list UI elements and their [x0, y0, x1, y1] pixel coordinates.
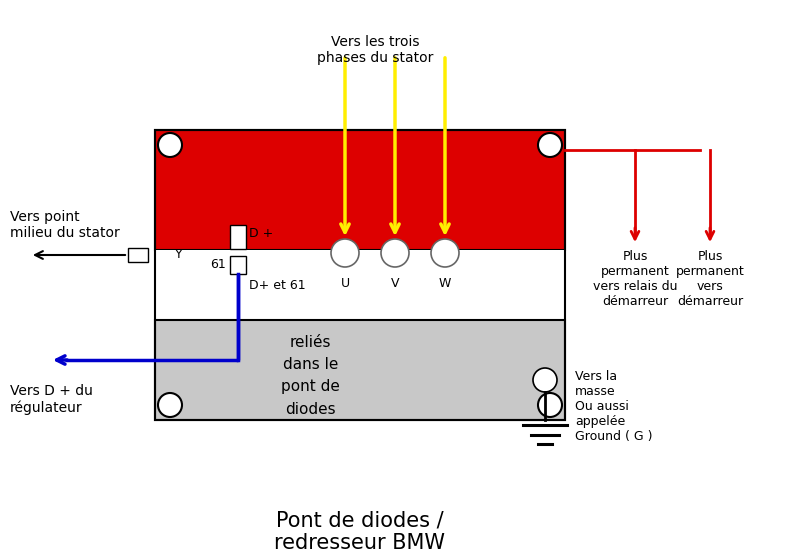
Text: Vers la
masse
Ou aussi
appelée
Ground ( G ): Vers la masse Ou aussi appelée Ground ( …: [575, 370, 653, 443]
Bar: [155, 250, 565, 320]
Text: D+ et 61: D+ et 61: [249, 279, 306, 292]
Bar: [155, 320, 565, 420]
Bar: [155, 130, 565, 250]
Text: 61: 61: [210, 258, 226, 272]
Circle shape: [331, 239, 359, 267]
Circle shape: [538, 133, 562, 157]
Circle shape: [158, 393, 182, 417]
Text: reliés
dans le
pont de
diodes: reliés dans le pont de diodes: [282, 335, 340, 416]
Bar: [128, 248, 148, 262]
Text: Vers les trois
phases du stator: Vers les trois phases du stator: [317, 35, 433, 65]
Text: Vers D + du
régulateur: Vers D + du régulateur: [10, 384, 93, 415]
Text: Pont de diodes /
redresseur BMW: Pont de diodes / redresseur BMW: [274, 510, 446, 550]
Text: Plus
permanent
vers
démarreur: Plus permanent vers démarreur: [676, 250, 744, 308]
Circle shape: [431, 239, 459, 267]
Circle shape: [381, 239, 409, 267]
Text: U: U: [341, 277, 350, 290]
Circle shape: [538, 393, 562, 417]
Text: Y: Y: [175, 249, 182, 261]
Bar: [155, 130, 565, 420]
Text: Vers point
milieu du stator: Vers point milieu du stator: [10, 210, 120, 240]
Bar: [230, 225, 246, 249]
Circle shape: [158, 133, 182, 157]
Text: W: W: [439, 277, 451, 290]
Circle shape: [533, 368, 557, 392]
Text: V: V: [390, 277, 399, 290]
Text: Plus
permanent
vers relais du
démarreur: Plus permanent vers relais du démarreur: [593, 250, 678, 308]
Text: D +: D +: [249, 227, 274, 240]
Bar: [230, 256, 246, 274]
